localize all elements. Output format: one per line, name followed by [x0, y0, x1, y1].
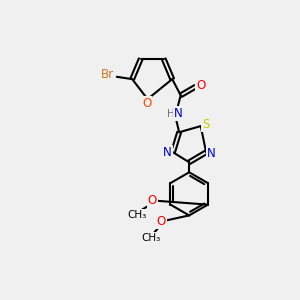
Text: O: O	[157, 215, 166, 228]
Text: CH₃: CH₃	[141, 233, 160, 243]
Text: H: H	[167, 109, 175, 119]
Text: O: O	[148, 194, 157, 207]
Text: O: O	[142, 97, 152, 110]
Text: S: S	[202, 118, 210, 131]
Text: N: N	[163, 146, 172, 159]
Text: CH₃: CH₃	[127, 210, 146, 220]
Text: N: N	[174, 107, 183, 120]
Text: N: N	[207, 146, 216, 160]
Text: Br: Br	[100, 68, 114, 81]
Text: O: O	[196, 79, 205, 92]
